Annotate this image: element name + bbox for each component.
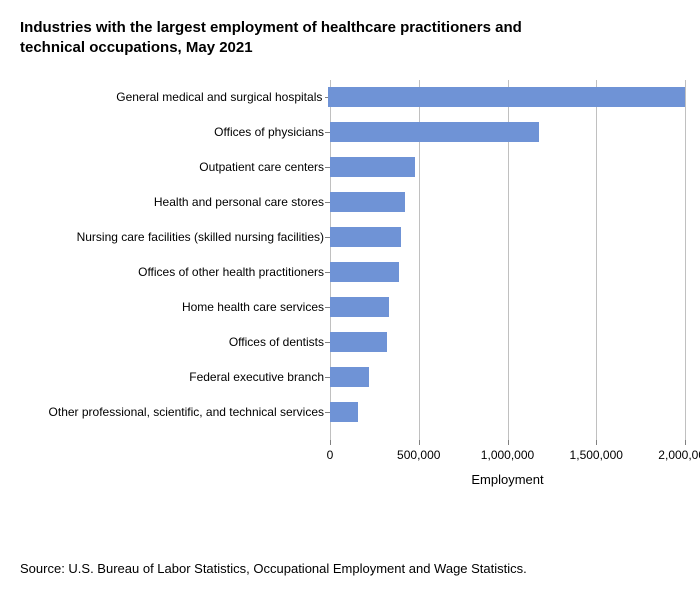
x-tick-label: 500,000: [397, 448, 440, 462]
bar-row: Outpatient care centers: [15, 157, 685, 177]
bar: [330, 332, 387, 352]
category-label: Health and personal care stores: [15, 195, 330, 209]
bar-row: Nursing care facilities (skilled nursing…: [15, 227, 685, 247]
bar-row: General medical and surgical hospitals: [15, 87, 685, 107]
bar-row: Offices of other health practitioners: [15, 262, 685, 282]
chart-title: Industries with the largest employment o…: [20, 18, 580, 57]
bar: [328, 87, 685, 107]
category-label: General medical and surgical hospitals: [15, 90, 328, 104]
bar: [330, 262, 399, 282]
x-tick-label: 1,500,000: [570, 448, 623, 462]
category-label: Offices of dentists: [15, 335, 330, 349]
x-tick-label: 2,000,000: [658, 448, 700, 462]
category-label: Outpatient care centers: [15, 160, 330, 174]
bar: [330, 367, 369, 387]
bar: [330, 297, 389, 317]
bar: [330, 192, 405, 212]
x-axis-title: Employment: [471, 472, 543, 487]
bar-row: Federal executive branch: [15, 367, 685, 387]
x-tick-label: 1,000,000: [481, 448, 534, 462]
x-tick-mark: [419, 440, 420, 445]
x-tick-mark: [596, 440, 597, 445]
chart-area: 0500,0001,000,0001,500,0002,000,000Gener…: [15, 80, 685, 500]
category-label: Federal executive branch: [15, 370, 330, 384]
plot-region: 0500,0001,000,0001,500,0002,000,000Gener…: [330, 80, 685, 440]
bar-row: Other professional, scientific, and tech…: [15, 402, 685, 422]
bar-row: Health and personal care stores: [15, 192, 685, 212]
bar: [330, 122, 539, 142]
category-label: Offices of physicians: [15, 125, 330, 139]
source-citation: Source: U.S. Bureau of Labor Statistics,…: [20, 561, 527, 576]
category-label: Nursing care facilities (skilled nursing…: [15, 230, 330, 244]
category-label: Offices of other health practitioners: [15, 265, 330, 279]
bar: [330, 157, 415, 177]
grid-line: [685, 80, 686, 440]
x-tick-mark: [508, 440, 509, 445]
x-tick-label: 0: [327, 448, 334, 462]
category-label: Other professional, scientific, and tech…: [15, 405, 330, 419]
bar-row: Offices of physicians: [15, 122, 685, 142]
bar-row: Home health care services: [15, 297, 685, 317]
category-label: Home health care services: [15, 300, 330, 314]
x-tick-mark: [330, 440, 331, 445]
bar: [330, 402, 358, 422]
x-tick-mark: [685, 440, 686, 445]
bar: [330, 227, 401, 247]
bar-row: Offices of dentists: [15, 332, 685, 352]
